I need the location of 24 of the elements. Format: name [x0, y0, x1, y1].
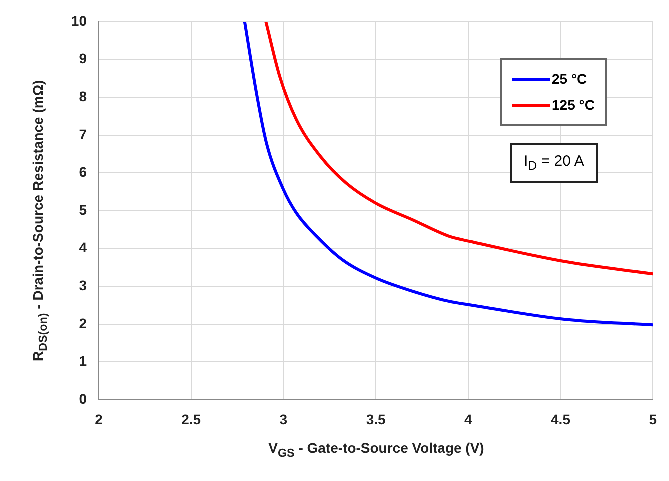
y-tick-label: 4 [79, 240, 88, 256]
y-tick-label: 0 [79, 390, 88, 407]
y-tick-label: 2 [79, 315, 88, 332]
annotation: I$_{D}$ = 20 A [510, 143, 598, 183]
x-tick-label: 4 [464, 411, 473, 428]
x-tick-label: 4.5 [551, 411, 571, 428]
x-tick-label: 5 [649, 411, 658, 428]
line-series [264, 22, 654, 276]
x-tick-label: 3.5 [366, 411, 386, 428]
y-tick-label: 9 [79, 50, 88, 67]
x-tick-label: 3 [280, 411, 288, 428]
y-tick-label: 5 [79, 202, 88, 218]
x-axis-title: V$_{GS}$ - Gate-to-Source Voltage (V) [268, 440, 486, 460]
y-tick-label: 6 [79, 164, 88, 180]
legend-label: 125 °C [552, 97, 595, 113]
legend-label: 25 °C [552, 71, 588, 87]
y-tick-label: 8 [79, 88, 88, 104]
y-tick-label: 7 [79, 126, 88, 142]
y-tick-label: 1 [79, 353, 88, 370]
y-tick-label: 3 [79, 277, 88, 294]
line-series [243, 22, 654, 327]
x-tick-label: 2.5 [182, 411, 202, 428]
y-tick-label: 10 [71, 12, 88, 29]
x-tick-label: 2 [95, 411, 104, 428]
